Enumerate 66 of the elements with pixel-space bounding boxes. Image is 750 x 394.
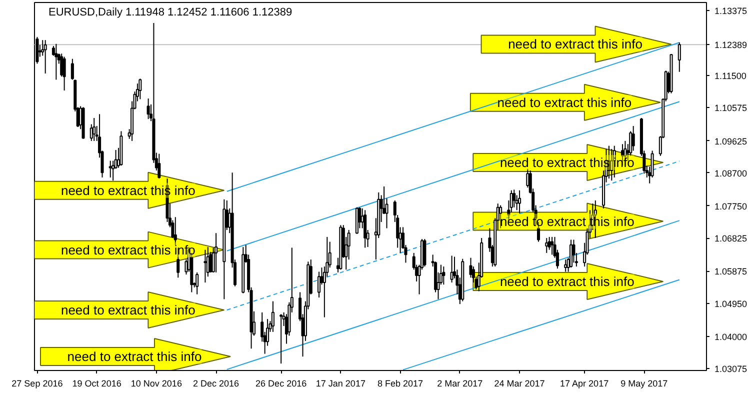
candlestick — [632, 125, 635, 152]
y-tick-label: 1.07750 — [714, 201, 748, 212]
y-tick-label: 1.04950 — [714, 298, 748, 309]
chart-title: EURUSD,Daily 1.11948 1.12452 1.11606 1.12389 — [48, 6, 292, 18]
annotation: need to extract this info — [67, 349, 202, 364]
candlestick — [209, 251, 212, 273]
candlestick — [196, 272, 199, 295]
candlestick — [499, 204, 502, 229]
candlestick — [512, 189, 516, 208]
annotation: need to extract this info — [508, 36, 642, 52]
annotation: need to extract this info — [60, 182, 196, 198]
x-tick-label: 26 Dec 2016 — [256, 378, 307, 388]
candlestick — [423, 238, 426, 267]
candlestick — [450, 255, 454, 283]
candlestick — [204, 249, 207, 283]
candlestick — [62, 56, 66, 91]
candlestick — [271, 300, 274, 332]
candlestick — [442, 266, 446, 286]
x-tick-label: 27 Sep 2016 — [12, 378, 63, 388]
annotation: need to extract this info — [500, 155, 634, 170]
candlestick — [280, 314, 283, 364]
candlestick — [469, 257, 472, 278]
annotation: need to extract this info — [497, 94, 632, 110]
x-tick-label: 2 Dec 2016 — [193, 378, 240, 388]
candlestick — [564, 259, 568, 272]
x-tick-label: 24 Mar 2017 — [494, 378, 545, 388]
candlestick — [146, 98, 150, 120]
y-tick-label: 1.04000 — [714, 332, 748, 342]
x-tick-label: 2 Mar 2017 — [437, 378, 483, 388]
candlestick — [364, 210, 367, 248]
candlestick — [214, 232, 218, 273]
candlestick — [548, 236, 551, 250]
x-tick-label: 17 Jan 2017 — [316, 378, 366, 388]
x-tick-label: 19 Oct 2016 — [72, 378, 122, 388]
y-tick-label: 1.08700 — [714, 168, 748, 178]
y-tick-label: 1.11500 — [714, 71, 746, 82]
x-tick-label: 17 Apr 2017 — [560, 378, 609, 388]
x-tick-label: 9 May 2017 — [620, 378, 668, 388]
candlestick — [44, 40, 47, 74]
candlestick — [54, 43, 58, 80]
annotation: need to extract this info — [60, 302, 196, 318]
candlestick — [158, 153, 161, 179]
y-tick-label: 1.09625 — [714, 136, 748, 146]
candlestick — [518, 190, 522, 214]
ref-line-label: 1.12389 — [714, 40, 748, 50]
candlestick — [570, 239, 573, 268]
candlestick — [678, 42, 681, 72]
y-tick-label: 1.13375 — [714, 6, 748, 16]
candlestick — [610, 148, 614, 182]
candlestick — [318, 271, 321, 298]
candlestick — [108, 160, 112, 178]
y-tick-label: 1.06825 — [714, 234, 748, 244]
candlestick — [174, 216, 177, 246]
candlestick — [545, 237, 548, 254]
y-tick-label: 1.10575 — [714, 103, 748, 114]
annotation: need to extract this info — [500, 274, 634, 289]
y-tick-label: 1.05875 — [714, 266, 748, 277]
annotation: need to extract this info — [60, 242, 196, 258]
candlestick — [550, 236, 554, 256]
x-tick-label: 10 Nov 2016 — [130, 378, 182, 388]
annotation: need to extract this info — [500, 214, 634, 229]
candlestick — [572, 239, 576, 264]
y-tick-label: 1.03075 — [714, 364, 748, 374]
x-tick-label: 8 Feb 2017 — [378, 378, 424, 388]
candlestick — [92, 117, 96, 142]
candlestick — [138, 78, 142, 100]
